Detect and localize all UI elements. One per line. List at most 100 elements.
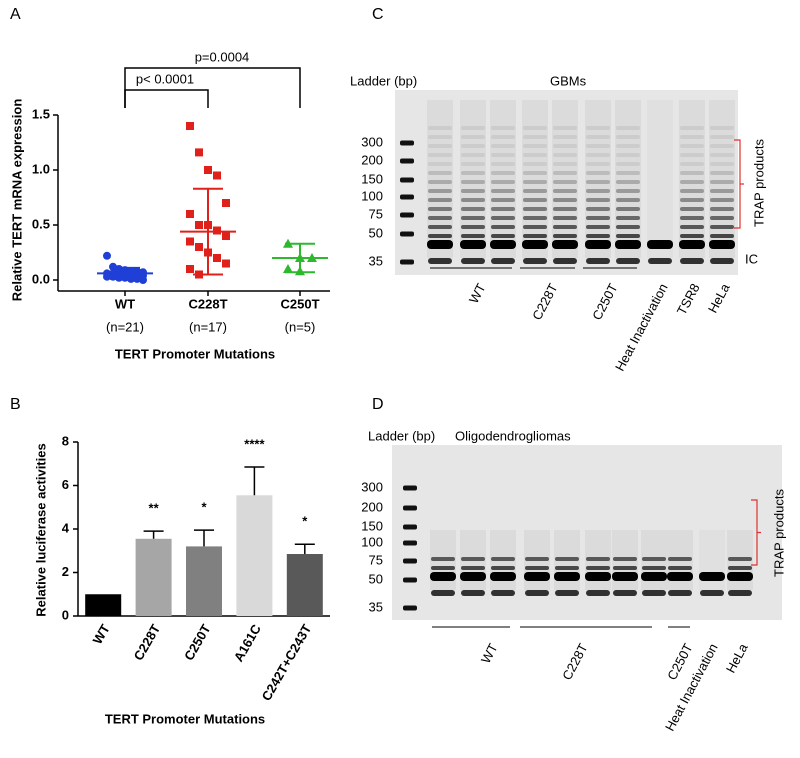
lane-band (552, 240, 578, 249)
ladder-band (400, 212, 414, 218)
ladder-size: 75 (369, 206, 383, 221)
bar (186, 546, 222, 616)
lane-band (586, 162, 610, 166)
lane-group-label: TSR8 (674, 281, 703, 317)
lane-band (553, 180, 577, 184)
lane-band (613, 566, 637, 570)
lane-band (710, 126, 734, 130)
error-bar (294, 543, 315, 555)
lane-band (523, 234, 547, 238)
lane-band (586, 144, 610, 148)
category-note: (n=17) (189, 319, 227, 334)
lane-band (553, 225, 577, 229)
lane-band (491, 153, 515, 157)
lane-band (553, 171, 577, 175)
lane-band (553, 135, 577, 139)
y-tick-label: 1.5 (32, 106, 50, 121)
lane-band (586, 180, 610, 184)
data-point (213, 226, 221, 235)
lane-band (461, 207, 485, 211)
lane-band (491, 566, 515, 570)
lane-smear (585, 100, 611, 258)
ic-band (728, 590, 752, 596)
y-tick-label: 0 (62, 607, 69, 622)
ic-band (586, 258, 610, 264)
lane-band (616, 126, 640, 130)
ladder-size: 150 (361, 171, 383, 186)
lane-band (461, 135, 485, 139)
lane-band (699, 572, 725, 581)
lane-band (491, 207, 515, 211)
ladder-size: 35 (369, 253, 383, 268)
lane-band (523, 126, 547, 130)
ic-band (525, 590, 549, 596)
lane-band (523, 207, 547, 211)
data-point (195, 148, 203, 157)
lane-band (553, 153, 577, 157)
significance-label: p=0.0004 (195, 49, 250, 64)
data-point (186, 265, 194, 273)
ic-band (616, 258, 640, 264)
lane-band (554, 572, 580, 581)
lane-band (616, 153, 640, 157)
x-tick-label: C250T (280, 296, 319, 311)
lane-band (679, 240, 705, 249)
lane-band (428, 234, 452, 238)
lane-band (523, 189, 547, 193)
lane-band (490, 572, 516, 581)
lane-band (616, 198, 640, 202)
ic-band (555, 590, 579, 596)
lane-band (585, 240, 611, 249)
lane-band (680, 216, 704, 220)
data-point (213, 171, 221, 180)
lane-band (616, 180, 640, 184)
ladder-size: 100 (361, 188, 383, 203)
lane-band (491, 180, 515, 184)
ladder-size: 35 (369, 599, 383, 614)
lane-band (710, 162, 734, 166)
lane-band (555, 557, 579, 561)
ic-band (461, 590, 485, 596)
ladder-band (403, 524, 417, 530)
category-note: (n=21) (106, 319, 144, 334)
bar (135, 538, 172, 616)
lane-band (461, 225, 485, 229)
x-tick-label: C228T (188, 296, 227, 311)
y-tick-label: 8 (62, 433, 69, 448)
lane-band (616, 135, 640, 139)
y-tick-label: 4 (62, 520, 70, 535)
lane-band (461, 216, 485, 220)
lane-band (431, 566, 455, 570)
panel-label: C (372, 6, 384, 23)
lane-band (461, 189, 485, 193)
ic-band (461, 258, 485, 264)
lane-band (585, 572, 611, 581)
sd-bar (285, 242, 315, 274)
significance-label: * (302, 514, 308, 529)
bar (236, 495, 273, 616)
lane-band (586, 126, 610, 130)
ladder-band (403, 505, 417, 511)
y-axis-label: Relative TERT mRNA expression (9, 99, 24, 302)
significance-label: * (201, 500, 207, 515)
lane-band (728, 566, 752, 570)
lane-band (461, 180, 485, 184)
lane-band (553, 198, 577, 202)
x-tick-label: C228T (131, 622, 164, 663)
lane-band (460, 240, 486, 249)
lane-band (586, 207, 610, 211)
ic-band (491, 258, 515, 264)
lane-band (668, 557, 692, 561)
lane-band (491, 171, 515, 175)
lane-band (586, 189, 610, 193)
lane-smear (490, 100, 516, 258)
data-point (139, 276, 147, 284)
lane-band (491, 162, 515, 166)
x-tick-label: WT (115, 296, 135, 311)
lane-band (491, 144, 515, 148)
y-axis-label: Relative luciferase activities (33, 443, 48, 616)
lane-band (616, 144, 640, 148)
lane-band (680, 207, 704, 211)
lane-band (613, 557, 637, 561)
x-tick-label: C242T+C243T (259, 622, 315, 704)
